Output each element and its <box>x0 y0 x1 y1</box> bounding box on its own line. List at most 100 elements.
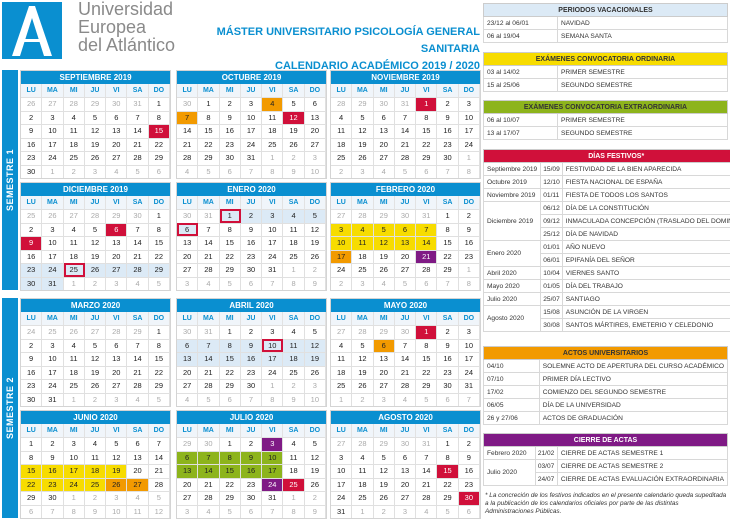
day-cell: 11 <box>63 236 85 250</box>
day-cell: 7 <box>198 338 220 352</box>
day-cell: 8 <box>21 450 43 464</box>
table-row: Enero 2020 01/01 AÑO NUEVO <box>482 240 730 267</box>
description-cell: PRIMER DÍA LECTIVO <box>538 372 729 386</box>
day-cell: 19 <box>352 365 374 379</box>
day-cell: 6 <box>437 392 459 406</box>
weekday-label: MA <box>352 84 374 97</box>
table-row: 06 al 19/04 SEMANA SANTA <box>483 29 728 43</box>
day-cell: 30 <box>240 379 263 393</box>
day-cell: 7 <box>177 110 199 124</box>
day-cell: 8 <box>262 392 284 406</box>
day-cell: 30 <box>437 151 459 165</box>
weekday-label: MA <box>352 312 374 325</box>
day-cell: 30 <box>437 379 459 393</box>
month-header: DICIEMBRE 2019 <box>21 183 170 196</box>
weekday-label: JU <box>84 196 107 209</box>
day-cell: 3 <box>352 164 374 178</box>
day-cell: 27 <box>373 151 395 165</box>
weekday-label: DO <box>304 84 326 97</box>
weekday-label: DO <box>304 312 326 325</box>
day-cell: 4 <box>352 222 374 236</box>
day-cell: 20 <box>373 365 395 379</box>
day-cell: 31 <box>42 392 64 406</box>
day-cell: 24 <box>42 263 64 277</box>
day-cell: 21 <box>394 365 417 379</box>
day-cell: 29 <box>219 263 241 277</box>
day-cell: 26 <box>304 249 326 263</box>
day-cell: 23 <box>437 365 459 379</box>
day-cell: 8 <box>283 504 305 518</box>
day-cell: 4 <box>373 164 395 178</box>
month-cell: Julio 2020 <box>483 459 536 486</box>
day-cell: 17 <box>262 464 284 478</box>
day-cell: 2 <box>21 338 43 352</box>
day-cell: 10 <box>458 338 480 352</box>
day-cell: 14 <box>198 236 220 250</box>
day-cell: 5 <box>198 164 220 178</box>
table-row: 23/12 al 06/01 NAVIDAD <box>483 16 728 30</box>
description-cell: SANTIAGO <box>561 292 730 306</box>
day-cell: 6 <box>148 164 170 178</box>
day-cell: 9 <box>437 338 459 352</box>
day-cell: 30 <box>177 97 199 111</box>
table-row: Febrero 2020 21/02 CIERRE DE ACTAS SEMESTR… <box>483 446 729 460</box>
day-cell: 31 <box>416 437 438 451</box>
day-cell: 1 <box>63 491 85 505</box>
weekday-label: LU <box>177 84 199 97</box>
day-cell: 12 <box>148 504 170 518</box>
day-cell: 1 <box>21 437 43 451</box>
day-cell: 12 <box>352 352 374 366</box>
day-cell: 7 <box>437 164 459 178</box>
day-cell: 6 <box>21 504 43 518</box>
day-cell: 9 <box>458 222 480 236</box>
day-grid: LU MA MI JU VI SA DO 25 26 27 28 29 30 1 2 3 4 5 6 7 8 9 10 11 1… <box>21 196 170 290</box>
day-cell: 21 <box>127 365 149 379</box>
semester-1-label: SEMESTRE 1 <box>2 70 18 290</box>
weekday-label: MI <box>63 196 85 209</box>
month-header: MAYO 2020 <box>331 299 480 312</box>
day-cell: 25 <box>331 151 353 165</box>
day-cell: 10 <box>240 110 263 124</box>
weekday-label: JU <box>240 196 263 209</box>
day-cell: 6 <box>240 504 263 518</box>
day-cell: 23 <box>21 263 43 277</box>
weekday-label: VI <box>262 196 284 209</box>
day-cell: 15 <box>219 236 241 250</box>
semester-2-label: SEMESTRE 2 <box>2 298 18 518</box>
day-cell: 26 <box>373 491 395 505</box>
day-cell: 26 <box>42 209 64 223</box>
day-cell: 5 <box>148 392 170 406</box>
day-cell: 1 <box>148 325 170 339</box>
day-cell: 18 <box>84 464 107 478</box>
day-cell: 10 <box>304 164 326 178</box>
day-cell: 30 <box>198 437 220 451</box>
day-cell: 25 <box>283 249 305 263</box>
weekday-label: MA <box>352 196 374 209</box>
day-cell: 11 <box>331 352 353 366</box>
day-cell: 11 <box>63 124 85 138</box>
day-cell: 6 <box>240 276 263 290</box>
day-cell: 28 <box>198 379 220 393</box>
day-cell: 12 <box>304 338 326 352</box>
date-cell: 07/10 <box>483 372 540 386</box>
day-cell: 24 <box>262 477 284 491</box>
day-cell: 28 <box>352 325 374 339</box>
day-cell: 12 <box>84 124 107 138</box>
description-cell: FIESTA NACIONAL DE ESPAÑA <box>561 175 730 189</box>
weekday-label: MI <box>219 424 241 437</box>
day-cell: 16 <box>219 124 241 138</box>
day-cell: 23 <box>21 151 43 165</box>
day-cell: 11 <box>331 124 353 138</box>
day-cell: 8 <box>63 504 85 518</box>
day-cell: 1 <box>458 151 480 165</box>
day-cell: 16 <box>437 352 459 366</box>
day-cell: 26 <box>84 151 107 165</box>
day-cell: 19 <box>304 352 326 366</box>
day-cell: 14 <box>127 236 149 250</box>
weekday-label: LU <box>21 196 43 209</box>
day-cell: 25 <box>283 477 305 491</box>
day-cell: 3 <box>106 276 128 290</box>
weekday-label: MA <box>42 312 64 325</box>
day-cell: 12 <box>352 124 374 138</box>
day-grid: LU MA MI JU VI SA DO 26 27 28 29 30 31 1 2 3 4 5 6 7 8 9 10 11 1… <box>21 84 170 178</box>
